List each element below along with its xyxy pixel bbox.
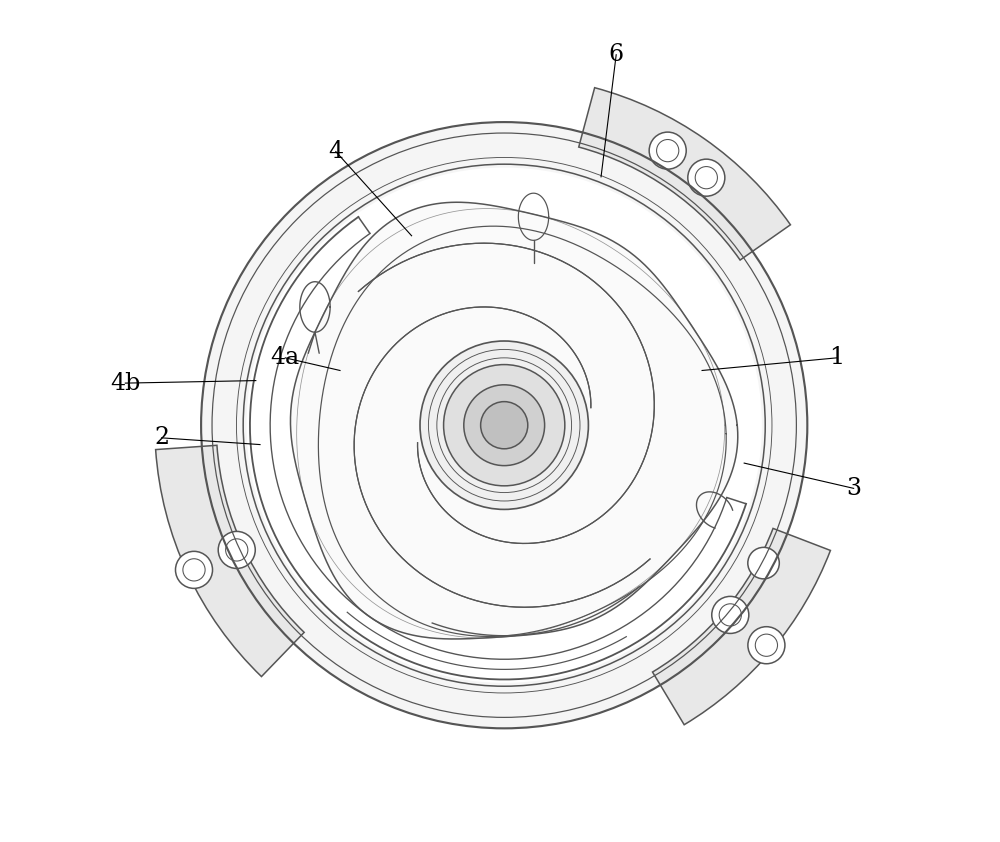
Text: 4: 4: [328, 140, 343, 163]
Circle shape: [748, 547, 779, 578]
Circle shape: [464, 385, 545, 466]
Circle shape: [247, 168, 762, 683]
Circle shape: [719, 604, 741, 626]
Polygon shape: [290, 202, 738, 639]
Circle shape: [444, 365, 565, 486]
Circle shape: [748, 626, 785, 663]
Text: 4a: 4a: [271, 346, 300, 370]
Circle shape: [218, 531, 255, 568]
Wedge shape: [653, 529, 830, 725]
Circle shape: [481, 402, 528, 449]
Text: 2: 2: [154, 426, 169, 450]
Text: 3: 3: [846, 477, 861, 500]
Circle shape: [201, 122, 807, 728]
Circle shape: [695, 167, 717, 189]
Circle shape: [755, 634, 778, 656]
Circle shape: [688, 159, 725, 196]
Text: 6: 6: [609, 43, 624, 67]
Circle shape: [183, 559, 205, 581]
Circle shape: [175, 552, 213, 589]
Text: 4b: 4b: [110, 371, 140, 395]
Wedge shape: [579, 88, 790, 260]
Circle shape: [420, 341, 588, 509]
Circle shape: [712, 596, 749, 633]
Circle shape: [649, 132, 686, 169]
Circle shape: [657, 140, 679, 162]
Wedge shape: [156, 445, 304, 677]
Circle shape: [226, 539, 248, 561]
Text: 1: 1: [829, 346, 844, 370]
